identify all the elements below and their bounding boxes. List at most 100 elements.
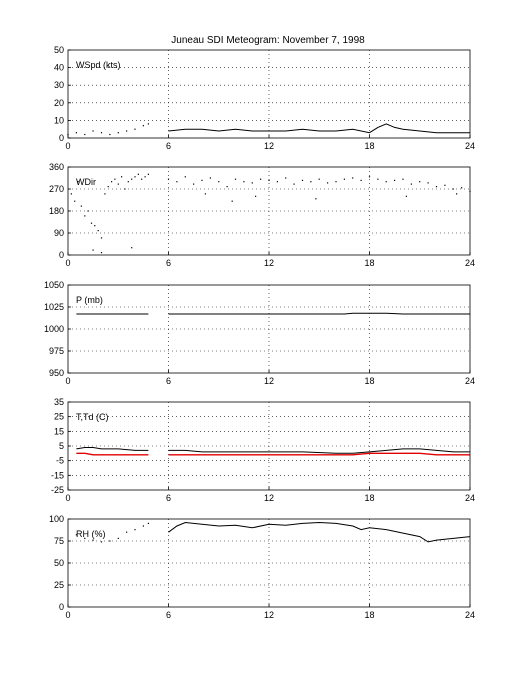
data-point (360, 179, 362, 181)
y-tick-label: -15 (51, 470, 64, 480)
data-point (251, 182, 253, 184)
data-point (377, 178, 379, 180)
x-tick-label: 6 (166, 610, 171, 620)
y-tick-label: 30 (54, 80, 64, 90)
data-point (402, 178, 404, 180)
data-point (201, 179, 203, 181)
data-point (352, 177, 354, 179)
data-point (141, 178, 143, 180)
data-point (142, 525, 144, 527)
series-line (168, 452, 470, 456)
y-tick-label: 975 (49, 346, 64, 356)
y-tick-label: 360 (49, 162, 64, 172)
data-point (100, 237, 103, 239)
data-point (100, 132, 103, 134)
panel-label: T,Td (C) (76, 412, 109, 422)
chart-title: Juneau SDI Meteogram: November 7, 1998 (171, 35, 365, 46)
y-tick-label: 950 (49, 368, 64, 378)
temperature-dewpoint-panel: 0 6 12 18 24 -25 -15 -5 5 15 25 35 T,Td (C) (51, 397, 475, 503)
x-tick-label: 24 (465, 376, 475, 386)
data-point (293, 183, 295, 185)
data-point (368, 176, 371, 178)
data-point (184, 176, 186, 178)
data-point (255, 195, 257, 197)
data-point (84, 537, 86, 539)
data-point (456, 193, 458, 195)
data-point (147, 522, 149, 524)
data-point (77, 181, 79, 183)
data-point (92, 539, 94, 541)
y-tick-label: 50 (54, 558, 64, 568)
data-point (193, 183, 195, 185)
data-point (461, 187, 463, 189)
x-tick-label: 6 (166, 141, 171, 151)
data-point (94, 225, 96, 227)
series-line (168, 312, 470, 315)
data-point (285, 177, 287, 179)
y-tick-label: 35 (54, 397, 64, 407)
y-tick-label: 50 (54, 45, 64, 55)
x-tick-label: 18 (364, 258, 374, 268)
data-point (126, 531, 128, 533)
data-point (127, 181, 129, 183)
y-tick-label: 40 (54, 63, 64, 73)
data-point (405, 195, 407, 197)
series-line (76, 452, 149, 456)
y-tick-label: 20 (54, 98, 64, 108)
series-line (76, 447, 149, 451)
x-tick-label: 24 (465, 493, 475, 503)
x-tick-label: 12 (264, 610, 274, 620)
data-point (75, 534, 77, 536)
data-point (117, 183, 119, 185)
data-point (435, 186, 438, 188)
y-tick-label: -25 (51, 485, 64, 495)
data-point (268, 179, 270, 181)
data-point (137, 173, 139, 175)
x-tick-label: 24 (465, 141, 475, 151)
x-tick-label: 12 (264, 493, 274, 503)
data-point (335, 181, 337, 183)
data-point (144, 176, 146, 178)
data-point (327, 182, 329, 184)
data-point (147, 173, 149, 175)
data-point (74, 200, 76, 202)
data-point (107, 186, 109, 188)
x-tick-label: 0 (65, 610, 70, 620)
data-point (75, 132, 77, 134)
data-point (97, 230, 99, 232)
data-point (84, 133, 86, 136)
y-tick-label: 90 (54, 228, 64, 238)
data-point (109, 133, 111, 136)
data-point (234, 178, 237, 180)
data-point (121, 176, 123, 178)
y-tick-label: 1050 (44, 280, 64, 290)
data-point (131, 178, 133, 180)
data-point (100, 541, 103, 543)
data-point (427, 182, 429, 184)
data-point (419, 181, 421, 183)
y-tick-label: 100 (49, 514, 64, 524)
wind-speed-panel: 0 6 12 18 24 0 10 20 30 40 50 WSpd (kts) (54, 45, 475, 151)
series-line (168, 521, 471, 543)
data-point (176, 181, 178, 183)
relative-humidity-panel: 0 6 12 18 24 0 25 50 75 100 RH (%) (49, 514, 475, 620)
data-point (444, 184, 446, 186)
y-tick-label: 0 (59, 602, 64, 612)
y-tick-label: 5 (59, 441, 64, 451)
x-tick-label: 18 (364, 141, 374, 151)
data-point (70, 193, 72, 195)
y-tick-label: 0 (59, 133, 64, 143)
data-point (226, 186, 228, 188)
data-point (124, 188, 126, 190)
data-point (117, 537, 119, 539)
x-tick-label: 12 (264, 376, 274, 386)
data-point (114, 178, 116, 180)
y-tick-label: 1025 (44, 302, 64, 312)
data-point (142, 125, 144, 127)
data-point (276, 181, 278, 183)
data-point (100, 252, 103, 254)
x-tick-label: 18 (364, 493, 374, 503)
data-point (84, 215, 86, 217)
y-tick-label: 15 (54, 426, 64, 436)
